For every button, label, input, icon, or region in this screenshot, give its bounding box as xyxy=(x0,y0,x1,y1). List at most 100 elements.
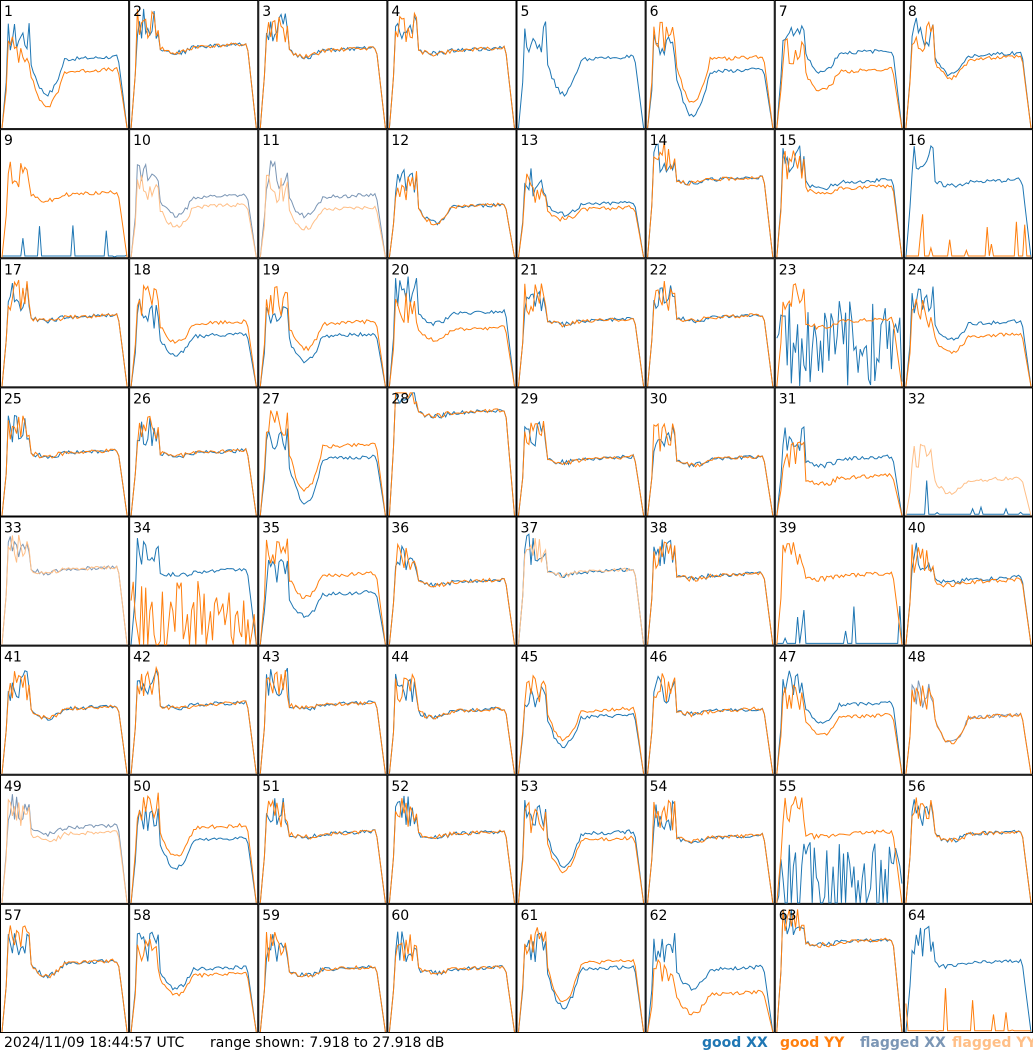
series-xx-28 xyxy=(388,392,515,516)
panel-45: 45 xyxy=(516,645,646,775)
panel-19: 19 xyxy=(258,258,388,388)
series-yy-7 xyxy=(776,37,903,129)
legend-good-xx: good XX xyxy=(702,1035,768,1051)
panel-6: 6 xyxy=(645,0,775,130)
panel-label: 39 xyxy=(779,521,797,537)
series-xx-13 xyxy=(518,168,645,258)
panel-39: 39 xyxy=(774,516,904,646)
series-yy-14 xyxy=(647,141,774,258)
panel-label: 5 xyxy=(521,4,530,20)
panel-label: 3 xyxy=(262,4,271,20)
series-xx-19 xyxy=(259,306,386,387)
panel-16: 16 xyxy=(903,129,1033,259)
panel-label: 58 xyxy=(133,908,151,924)
series-xx-35 xyxy=(259,558,386,645)
panel-frame xyxy=(129,645,259,775)
panel-54: 54 xyxy=(645,774,775,904)
panel-label: 19 xyxy=(262,262,280,278)
series-xx-51 xyxy=(259,798,386,903)
panel-37: 37 xyxy=(516,516,646,646)
series-yy-53 xyxy=(518,801,645,903)
panel-label: 47 xyxy=(779,650,797,666)
panel-label: 20 xyxy=(391,262,409,278)
panel-label: 48 xyxy=(908,650,926,666)
panel-frame xyxy=(129,129,259,259)
panel-59: 59 xyxy=(258,903,388,1033)
series-xx-33 xyxy=(1,536,128,645)
panel-51: 51 xyxy=(258,774,388,904)
panel-21: 21 xyxy=(516,258,646,388)
panel-frame xyxy=(258,0,388,130)
series-yy-2 xyxy=(130,9,257,129)
panel-frame xyxy=(0,516,130,646)
series-yy-22 xyxy=(647,280,774,387)
series-yy-9 xyxy=(1,161,128,258)
panel-53: 53 xyxy=(516,774,646,904)
series-yy-57 xyxy=(1,925,128,1033)
panel-frame xyxy=(0,258,130,388)
panel-label: 30 xyxy=(650,391,668,407)
panel-label: 35 xyxy=(262,521,280,537)
panel-38: 38 xyxy=(645,516,775,646)
series-yy-54 xyxy=(647,799,774,903)
panel-frame xyxy=(387,129,517,259)
series-yy-63 xyxy=(776,909,903,1033)
panel-frame xyxy=(129,258,259,388)
panel-50: 50 xyxy=(129,774,259,904)
panel-frame xyxy=(645,774,775,904)
series-xx-43 xyxy=(259,667,386,774)
panel-2: 2 xyxy=(129,0,259,130)
panel-frame xyxy=(258,387,388,517)
series-xx-62 xyxy=(647,933,774,1033)
series-xx-38 xyxy=(647,539,774,645)
series-xx-61 xyxy=(518,932,645,1033)
panel-30: 30 xyxy=(645,387,775,517)
panel-label: 8 xyxy=(908,4,917,20)
panel-label: 49 xyxy=(4,779,22,795)
series-yy-45 xyxy=(518,674,645,774)
panel-17: 17 xyxy=(0,258,130,388)
series-yy-28 xyxy=(388,392,515,516)
panel-10: 10 xyxy=(129,129,259,259)
series-xx-5 xyxy=(518,21,645,129)
series-yy-12 xyxy=(388,171,515,258)
series-xx-58 xyxy=(130,931,257,1033)
series-xx-47 xyxy=(776,670,903,774)
panel-frame xyxy=(903,645,1033,775)
series-xx-30 xyxy=(647,426,774,516)
panel-label: 45 xyxy=(521,650,539,666)
panel-label: 46 xyxy=(650,650,668,666)
series-yy-10 xyxy=(130,175,257,258)
panel-62: 62 xyxy=(645,903,775,1033)
panel-frame xyxy=(0,903,130,1033)
panel-frame xyxy=(129,774,259,904)
panel-label: 40 xyxy=(908,521,926,537)
series-yy-47 xyxy=(776,684,903,774)
panel-label: 41 xyxy=(4,650,22,666)
panel-3: 3 xyxy=(258,0,388,130)
series-xx-64 xyxy=(905,925,1032,1033)
panel-52: 52 xyxy=(387,774,517,904)
panel-label: 13 xyxy=(521,133,539,149)
panel-11: 11 xyxy=(258,129,388,259)
series-yy-41 xyxy=(1,671,128,774)
series-yy-26 xyxy=(130,415,257,516)
panel-1: 1 xyxy=(0,0,130,130)
series-yy-19 xyxy=(259,286,386,387)
series-yy-56 xyxy=(905,797,1032,903)
panel-label: 51 xyxy=(262,779,280,795)
panel-label: 9 xyxy=(4,133,13,149)
series-xx-37 xyxy=(518,533,645,645)
panel-label: 33 xyxy=(4,521,22,537)
panel-frame xyxy=(129,0,259,130)
series-yy-44 xyxy=(388,673,515,774)
panel-frame xyxy=(387,0,517,130)
series-yy-36 xyxy=(388,542,515,645)
series-yy-27 xyxy=(259,410,386,516)
series-xx-10 xyxy=(130,162,257,258)
series-xx-63 xyxy=(776,909,903,1033)
series-xx-8 xyxy=(905,17,1032,129)
panel-49: 49 xyxy=(0,774,130,904)
panel-frame xyxy=(258,129,388,259)
panel-26: 26 xyxy=(129,387,259,517)
